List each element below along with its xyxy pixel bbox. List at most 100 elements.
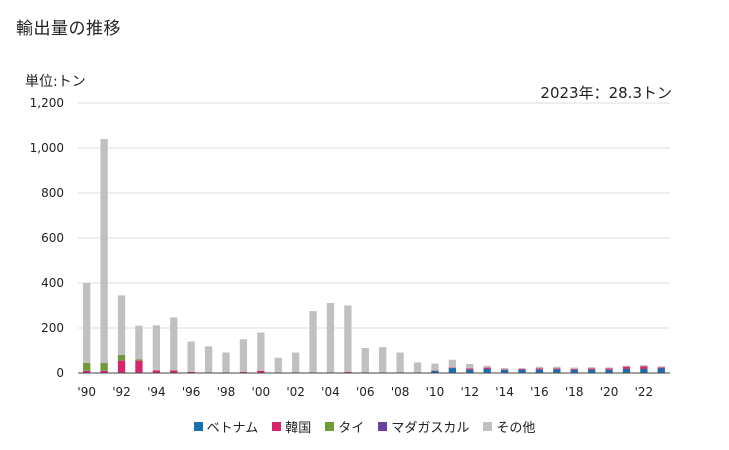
x-tick-label: '06: [356, 385, 375, 399]
axes: 0 200 400 600 800 1,000 1,200 '90 '92 '94 '96 '98 '0…: [30, 96, 670, 399]
bar-segment: [466, 369, 474, 373]
bar-segment: [518, 369, 526, 373]
bars: [83, 139, 665, 373]
bar-segment: [605, 369, 613, 373]
bar-segment: [535, 366, 544, 369]
x-tick-label: '22: [635, 385, 654, 399]
legend-item: タイ: [325, 417, 364, 436]
bar-segment: [657, 368, 665, 373]
bar-segment: [448, 368, 457, 373]
bar-segment: [570, 369, 578, 373]
bar-segment: [605, 368, 613, 370]
x-tick-label: '20: [600, 385, 619, 399]
bar-segment: [83, 362, 91, 371]
y-tick-label: 1,200: [30, 96, 64, 110]
bar-segment: [622, 366, 631, 369]
bar-segment: [135, 325, 143, 360]
grid-lines: [78, 102, 670, 329]
bar-segment: [239, 371, 248, 373]
bar-segment: [587, 367, 596, 369]
bar-segment: [187, 341, 195, 372]
bar-segment: [187, 371, 195, 373]
x-tick-label: '18: [565, 385, 584, 399]
bar-segment: [657, 367, 665, 369]
y-tick-label: 0: [56, 366, 64, 380]
x-tick-label: '98: [217, 385, 236, 399]
bar-segment: [518, 368, 526, 369]
bar-segment: [274, 357, 282, 373]
bar-segment: [500, 368, 509, 370]
x-tick-label: '96: [182, 385, 201, 399]
bar-segment: [83, 370, 91, 373]
bar-segment: [257, 332, 265, 371]
bar-segment: [535, 369, 544, 373]
bar-segment: [222, 352, 230, 373]
bar-segment: [135, 360, 143, 373]
y-tick-label: 200: [41, 321, 64, 335]
bar-segment: [326, 303, 335, 373]
bar-segment: [587, 369, 596, 373]
x-tick-label: '00: [252, 385, 271, 399]
bar-segment: [396, 352, 404, 373]
x-tick-label: '90: [77, 385, 96, 399]
bar-segment: [622, 368, 631, 373]
bar-segment: [100, 370, 108, 373]
y-tick-label: 400: [41, 276, 64, 290]
x-tick-label: '14: [495, 385, 514, 399]
bar-segment: [413, 362, 422, 373]
legend-item: ベトナム: [193, 417, 258, 436]
bar-segment: [587, 368, 596, 370]
bar-segment: [640, 365, 648, 367]
x-tick-label: '10: [426, 385, 445, 399]
x-tick-label: '92: [112, 385, 131, 399]
bar-segment: [117, 295, 126, 355]
bar-segment: [640, 366, 648, 369]
bar-segment: [152, 325, 161, 371]
y-tick-label: 800: [41, 186, 64, 200]
bar-segment: [500, 369, 509, 370]
bar-segment: [257, 370, 265, 373]
unit-label: 単位:トン: [25, 74, 86, 90]
bar-segment: [431, 363, 439, 371]
bar-segment: [605, 367, 613, 369]
bar-segment: [535, 368, 544, 370]
bar-segment: [291, 352, 300, 373]
legend-item: 韓国: [272, 417, 311, 436]
legend-swatch: [325, 422, 335, 431]
bar-segment: [379, 347, 387, 373]
legend-swatch: [272, 422, 282, 431]
bar-segment: [117, 355, 126, 361]
legend-swatch: [193, 422, 203, 431]
bar-segment: [170, 317, 178, 371]
bar-segment: [483, 365, 491, 368]
x-tick-label: '04: [321, 385, 340, 399]
bar-segment: [344, 305, 352, 372]
legend-item: その他: [483, 417, 535, 436]
bar-segment: [100, 362, 108, 371]
bar-segment: [100, 139, 108, 363]
bar-segment: [553, 369, 561, 373]
bar-segment: [622, 365, 631, 367]
bar-segment: [361, 348, 369, 373]
bar-segment: [344, 371, 352, 373]
bar-segment: [135, 359, 143, 361]
bar-segment: [483, 368, 491, 373]
legend: ベトナム 韓国 タイ マダガスカル その他: [0, 417, 729, 436]
legend-label: マダガスカル: [391, 421, 470, 436]
bar-segment: [152, 370, 161, 373]
bar-segment: [466, 364, 474, 369]
legend-swatch: [378, 422, 388, 431]
bar-segment: [553, 366, 561, 369]
bar-segment: [570, 368, 578, 370]
legend-label: その他: [496, 421, 536, 436]
legend-label: 韓国: [285, 421, 312, 436]
bar-segment: [466, 368, 474, 370]
bar-segment: [500, 369, 509, 373]
x-tick-label: '08: [391, 385, 410, 399]
bar-segment: [448, 359, 457, 368]
bar-segment: [657, 366, 665, 368]
page-title: 輸出量の推移: [16, 19, 121, 39]
x-tick-label: '12: [460, 385, 479, 399]
bar-segment: [640, 368, 648, 373]
